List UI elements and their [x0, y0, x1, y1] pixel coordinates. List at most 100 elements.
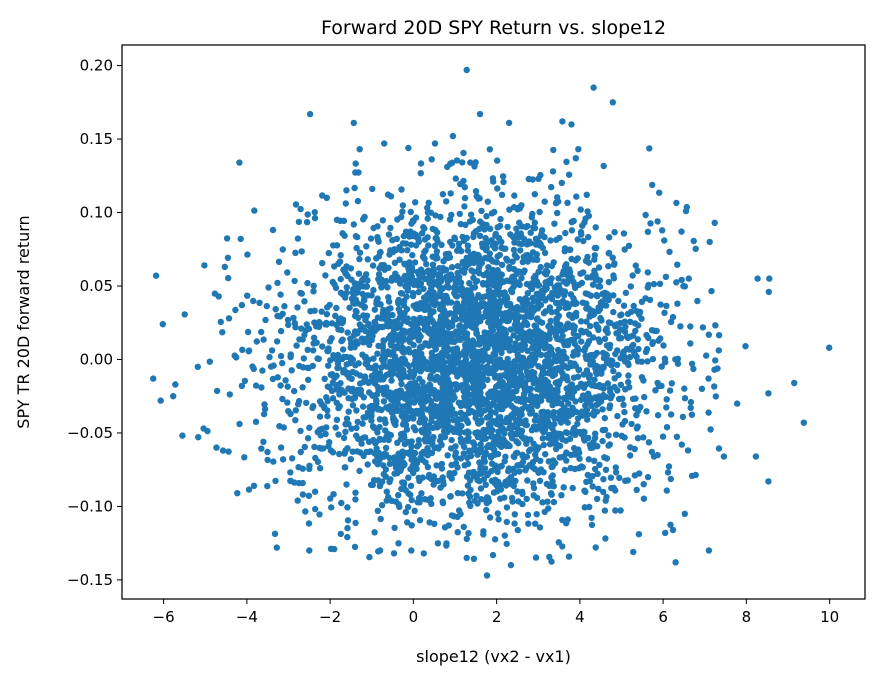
- data-point: [439, 191, 447, 198]
- data-point: [364, 256, 371, 263]
- data-point: [461, 194, 469, 202]
- data-point: [574, 255, 581, 262]
- data-point: [264, 482, 271, 490]
- data-point: [483, 506, 490, 514]
- data-point: [464, 247, 472, 254]
- data-point: [663, 396, 670, 403]
- data-point: [473, 192, 480, 200]
- data-point: [368, 417, 375, 424]
- data-point: [458, 415, 465, 423]
- data-point: [605, 249, 613, 257]
- data-point: [470, 259, 478, 266]
- data-point: [370, 224, 377, 232]
- data-point: [345, 370, 353, 377]
- data-point: [277, 352, 285, 360]
- data-point: [323, 194, 330, 201]
- data-point: [377, 515, 384, 523]
- data-point: [622, 289, 630, 296]
- data-point: [590, 438, 597, 446]
- data-point: [583, 318, 590, 325]
- data-point: [356, 372, 364, 379]
- data-point: [333, 416, 341, 423]
- data-point: [791, 379, 798, 387]
- data-point: [331, 281, 338, 288]
- data-point: [380, 462, 387, 469]
- data-point: [473, 362, 481, 370]
- data-point: [463, 66, 470, 74]
- data-point: [520, 235, 528, 243]
- data-point: [343, 481, 350, 488]
- data-point: [645, 281, 652, 289]
- data-point: [371, 306, 378, 313]
- data-point: [570, 295, 577, 302]
- data-point: [461, 462, 468, 469]
- data-point: [551, 430, 558, 437]
- data-point: [429, 424, 437, 432]
- data-point: [558, 492, 565, 499]
- data-point: [436, 437, 444, 444]
- data-point: [474, 308, 482, 315]
- data-point: [297, 448, 304, 456]
- data-point: [354, 418, 361, 426]
- data-point: [674, 261, 681, 268]
- data-point: [294, 497, 301, 504]
- data-point: [394, 216, 401, 223]
- data-point: [531, 191, 538, 198]
- data-point: [251, 207, 258, 214]
- data-point: [353, 281, 360, 288]
- data-point: [499, 388, 506, 396]
- data-point: [304, 211, 311, 218]
- data-point: [414, 326, 422, 333]
- data-point: [408, 547, 415, 554]
- data-point: [540, 331, 548, 338]
- data-point: [371, 325, 378, 332]
- data-point: [448, 299, 455, 306]
- data-point: [583, 191, 590, 198]
- data-point: [532, 412, 539, 419]
- data-point: [605, 319, 613, 326]
- data-point: [522, 299, 529, 307]
- data-point: [417, 160, 425, 167]
- data-point: [478, 407, 486, 415]
- data-point: [466, 407, 473, 414]
- data-point: [826, 344, 833, 351]
- data-point: [527, 446, 534, 453]
- data-point: [495, 414, 503, 422]
- data-point: [324, 412, 331, 420]
- data-point: [305, 364, 312, 372]
- data-point: [601, 426, 609, 434]
- data-point: [400, 232, 407, 240]
- data-point: [316, 413, 324, 420]
- data-point: [456, 323, 463, 330]
- data-point: [534, 282, 541, 289]
- data-point: [287, 353, 294, 361]
- data-point: [487, 426, 494, 434]
- data-point: [339, 291, 346, 298]
- data-point: [610, 308, 617, 316]
- data-point: [460, 401, 468, 409]
- data-point: [551, 413, 558, 421]
- data-point: [682, 207, 690, 215]
- data-point: [604, 329, 611, 336]
- data-point: [687, 340, 694, 347]
- data-point: [484, 354, 492, 361]
- data-point: [391, 456, 398, 463]
- data-point: [428, 349, 435, 357]
- data-point: [604, 380, 611, 387]
- data-point: [412, 199, 419, 206]
- data-point: [540, 469, 547, 476]
- data-point: [495, 275, 502, 282]
- data-point: [382, 419, 389, 427]
- data-point: [408, 496, 415, 504]
- data-point: [540, 365, 547, 373]
- data-point: [711, 366, 718, 373]
- data-point: [687, 323, 694, 330]
- data-point: [339, 316, 347, 323]
- data-point: [527, 402, 535, 410]
- data-point: [509, 412, 516, 420]
- data-point: [434, 540, 442, 547]
- data-point: [417, 305, 424, 312]
- data-point: [634, 435, 642, 442]
- data-point: [400, 298, 407, 305]
